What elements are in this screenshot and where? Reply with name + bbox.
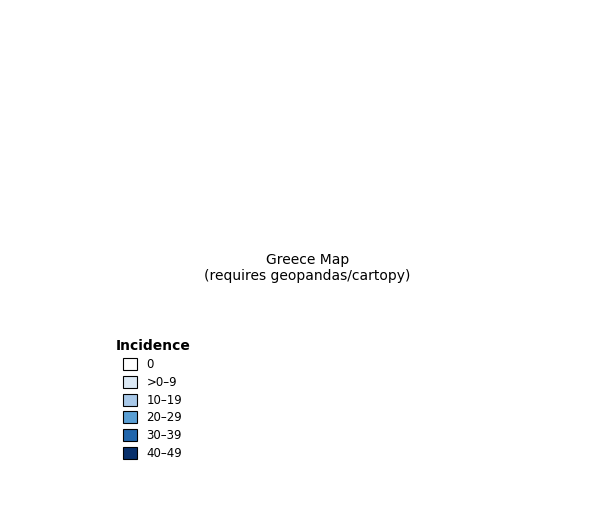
Text: Greece Map
(requires geopandas/cartopy): Greece Map (requires geopandas/cartopy) [205,253,410,282]
Legend: 0, >0–9, 10–19, 20–29, 30–39, 40–49: 0, >0–9, 10–19, 20–29, 30–39, 40–49 [109,333,196,466]
